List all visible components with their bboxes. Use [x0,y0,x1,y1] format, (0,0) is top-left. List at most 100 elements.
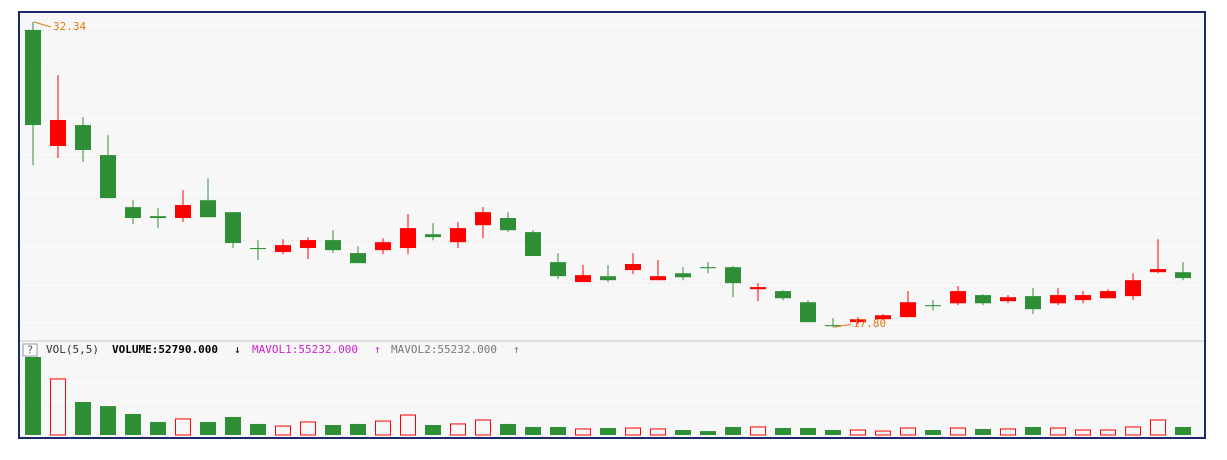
volume-bar [375,420,391,436]
candle-body [675,273,691,278]
volume-bar [700,431,716,435]
volume-bar [1100,429,1116,436]
volume-bar [825,430,841,435]
candle-body [325,240,341,251]
candle-body [975,295,991,304]
volume-bar [600,428,616,435]
volume-bar [550,426,566,435]
annotation-pointer [33,21,52,28]
candle-body [75,125,91,151]
volume-bar [75,401,91,435]
volume-arrow: ↓ [234,343,241,356]
volume-bar [800,428,816,435]
volume-bar [100,406,116,435]
candle-body [950,291,966,304]
indicator-name: VOL(5,5) [46,343,99,356]
candle-body [875,315,891,320]
candle-body [375,242,391,251]
candle-body [250,248,266,250]
candle-body [400,228,416,249]
frame [18,11,1206,439]
volume-bar [50,378,66,436]
candle-body [1025,296,1041,310]
candle-body [350,253,366,264]
volume-bar [775,428,791,435]
volume-bar [750,426,766,436]
help-icon[interactable]: ? [27,344,34,357]
candle-body [125,207,141,219]
candle-body [150,216,166,219]
candle-body [750,287,766,290]
volume-bar [925,430,941,435]
candle-body [25,29,41,126]
volume-bar [575,428,591,436]
candle-body [650,276,666,281]
candle-body [450,228,466,243]
volume-bar [300,421,316,436]
volume-bar [1125,426,1141,436]
candle-body [1175,272,1191,279]
candle-body [425,234,441,238]
volume-bar [350,423,366,435]
candle-body [100,155,116,199]
candle-body [1125,280,1141,297]
volume-bar [1175,427,1191,435]
volume-bar [900,427,916,436]
help-box[interactable] [22,343,38,357]
volume-bar [200,421,216,435]
candle-body [600,276,616,281]
candle-body [1050,295,1066,304]
volume-bar [500,423,516,435]
candle-body [50,119,66,147]
volume-bar [525,426,541,435]
candle-body [1000,297,1016,302]
candle-body [525,232,541,257]
candle-body [175,205,191,219]
volume-bar [625,427,641,436]
candle-body [500,218,516,231]
volume-bar [175,418,191,436]
candle-body [1100,291,1116,299]
volume-bar [725,426,741,435]
volume-bar [1075,429,1091,436]
volume-bar [1050,427,1066,436]
volume-bar [1150,419,1166,436]
volume-bar [475,419,491,436]
annotation-label: 17.80 [853,317,886,330]
candle-body [225,212,241,244]
candle-body [1150,269,1166,273]
volume-bar [325,425,341,435]
annotation-label: 32.34 [53,20,86,33]
candle-body [925,305,941,307]
candle-body [275,245,291,253]
volume-bar [850,429,866,436]
candle-body [200,200,216,218]
candle-body [825,325,841,327]
volume-bar [650,428,666,436]
candle-body [475,212,491,226]
volume-bar [275,425,291,436]
volume-bar [975,428,991,435]
candle-body [550,262,566,277]
candle-body [850,319,866,323]
candle-body [575,275,591,283]
volume-bar [250,423,266,435]
candle-body [700,267,716,269]
mavol1-arrow: ↑ [374,343,381,356]
volume-bar [125,413,141,435]
mavol2-arrow: ↑ [513,343,520,356]
candle-body [625,264,641,271]
volume-bar [450,423,466,436]
volume-bar [875,430,891,436]
volume-readout: VOLUME:52790.000 [112,343,218,356]
candle-body [300,240,316,249]
volume-bar [1025,426,1041,435]
volume-bar [25,357,41,435]
candle-body [800,302,816,323]
volume-bar [400,414,416,436]
volume-bar [425,425,441,435]
volume-bar [150,421,166,435]
background-rules [20,29,1204,408]
mavol1-readout: MAVOL1:55232.000 [252,343,358,356]
